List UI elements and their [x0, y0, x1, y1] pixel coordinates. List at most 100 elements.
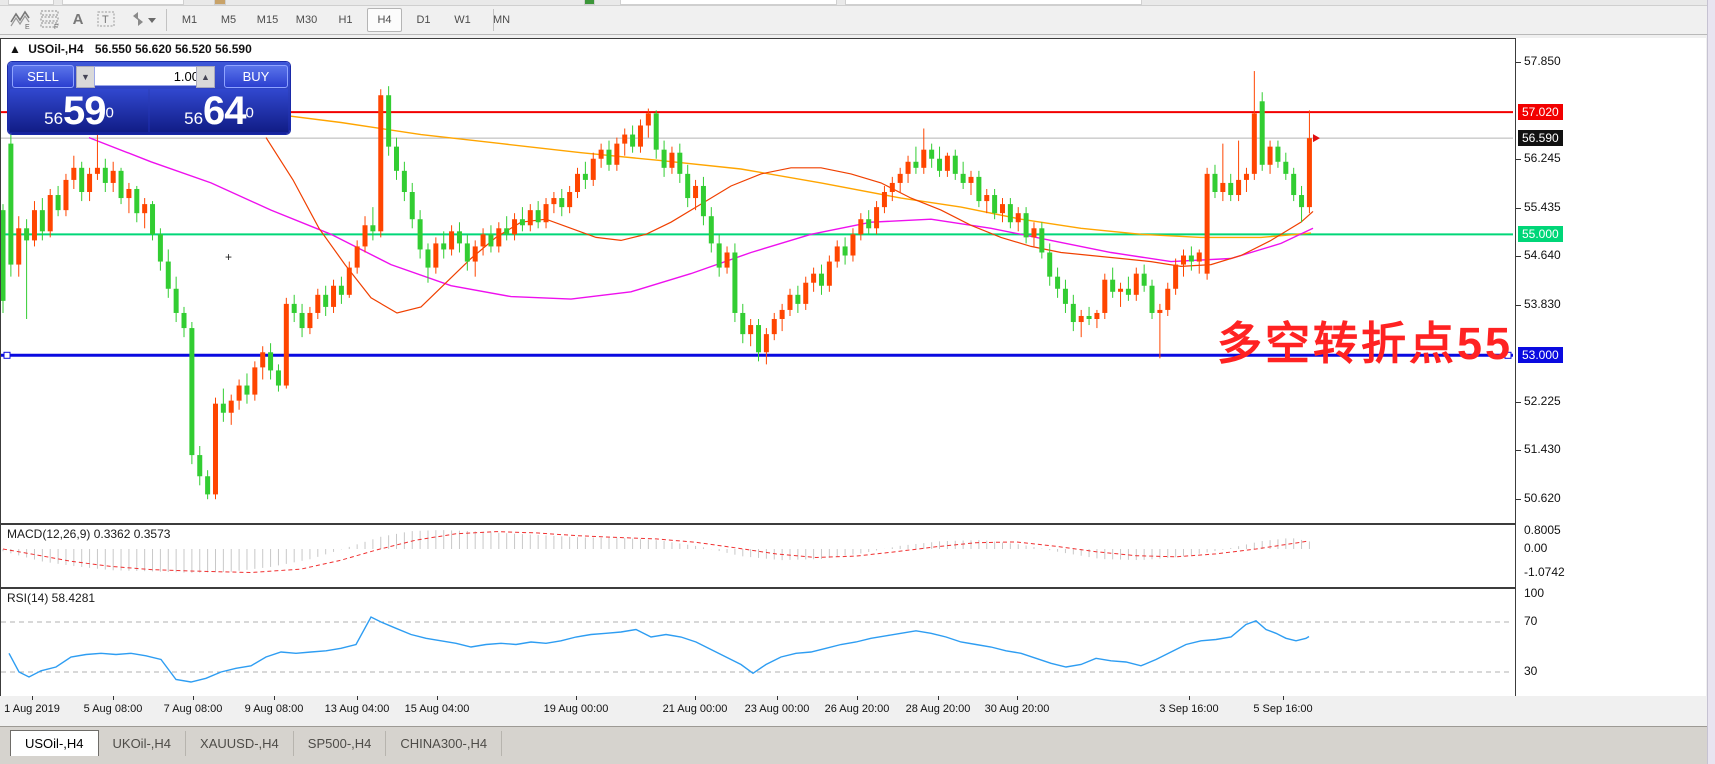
candle[interactable]	[1094, 312, 1100, 320]
timeframe-mn[interactable]: MN	[492, 14, 511, 26]
candle[interactable]	[102, 167, 108, 183]
candle[interactable]	[260, 352, 266, 368]
candle[interactable]	[110, 170, 116, 183]
candle[interactable]	[39, 210, 45, 232]
candle[interactable]	[268, 352, 274, 371]
candle[interactable]	[1299, 195, 1305, 208]
buy-price-box[interactable]: 56640	[150, 89, 288, 133]
candle[interactable]	[866, 219, 872, 229]
rsi-indicator-pane[interactable]: RSI(14) 58.4281	[0, 588, 1516, 698]
candle[interactable]	[645, 113, 651, 126]
candle[interactable]	[299, 312, 305, 329]
candle[interactable]	[142, 204, 148, 214]
candle[interactable]	[1243, 173, 1249, 180]
candle[interactable]	[1275, 146, 1281, 162]
candle[interactable]	[771, 319, 777, 335]
candle[interactable]	[94, 167, 100, 174]
tab-xauusdh4[interactable]: XAUUSD-,H4	[186, 731, 294, 756]
candle[interactable]	[1165, 288, 1171, 310]
candle[interactable]	[1062, 288, 1068, 304]
candle[interactable]	[779, 309, 785, 320]
candle[interactable]	[1196, 252, 1202, 262]
candle[interactable]	[55, 195, 61, 211]
candle[interactable]	[1055, 276, 1061, 289]
candle[interactable]	[456, 231, 462, 244]
timeframe-m5[interactable]: M5	[220, 14, 237, 26]
candle[interactable]	[1267, 146, 1273, 165]
candlestick-canvas[interactable]	[1, 39, 1513, 521]
candle[interactable]	[1259, 101, 1265, 165]
candle[interactable]	[79, 167, 85, 193]
candle[interactable]	[960, 173, 966, 183]
collapse-icon[interactable]: ▲	[9, 42, 21, 56]
candle[interactable]	[1070, 303, 1076, 323]
candle[interactable]	[378, 95, 384, 232]
candle[interactable]	[150, 204, 156, 235]
buy-button[interactable]: BUY	[224, 65, 288, 88]
candle[interactable]	[504, 228, 510, 235]
main-chart-pane[interactable]: ▲ USOil-,H4 56.550 56.620 56.520 56.590 …	[0, 38, 1516, 524]
candle[interactable]	[582, 173, 588, 180]
candle[interactable]	[228, 400, 234, 413]
candle[interactable]	[464, 243, 470, 262]
candle[interactable]	[354, 246, 360, 268]
candle[interactable]	[889, 182, 895, 193]
candle[interactable]	[519, 219, 525, 226]
candle[interactable]	[1125, 288, 1131, 295]
candle[interactable]	[992, 195, 998, 214]
volume-down-spinner[interactable]: ▼	[76, 66, 95, 88]
candle[interactable]	[496, 228, 502, 247]
candle[interactable]	[1039, 228, 1045, 253]
candle[interactable]	[8, 143, 14, 265]
candle[interactable]	[1220, 182, 1226, 193]
candle[interactable]	[118, 170, 124, 199]
candle[interactable]	[551, 198, 557, 205]
tab-ukoilh4[interactable]: UKOil-,H4	[99, 731, 187, 756]
candle[interactable]	[952, 155, 958, 174]
candle[interactable]	[16, 228, 22, 265]
candle[interactable]	[834, 246, 840, 262]
candle[interactable]	[181, 312, 187, 329]
candle[interactable]	[370, 225, 376, 232]
cursor-mode-icon[interactable]	[126, 8, 150, 32]
candle[interactable]	[291, 303, 297, 313]
rsi-canvas[interactable]	[1, 589, 1513, 695]
candle[interactable]	[441, 243, 447, 250]
candle[interactable]	[401, 170, 407, 193]
candle[interactable]	[338, 285, 344, 295]
candle[interactable]	[685, 173, 691, 199]
candle[interactable]	[968, 176, 974, 183]
candle[interactable]	[614, 143, 620, 165]
candle[interactable]	[87, 173, 93, 193]
candle[interactable]	[425, 249, 431, 268]
candle[interactable]	[937, 158, 943, 171]
candle[interactable]	[999, 204, 1005, 214]
candle[interactable]	[661, 149, 667, 168]
candle[interactable]	[488, 234, 494, 247]
volume-up-spinner[interactable]: ▲	[196, 66, 215, 88]
candle[interactable]	[1181, 255, 1186, 265]
candle[interactable]	[1306, 138, 1312, 208]
candle[interactable]	[700, 185, 706, 217]
candle[interactable]	[480, 234, 486, 247]
candle[interactable]	[31, 210, 37, 241]
candle[interactable]	[1173, 264, 1179, 289]
candle[interactable]	[63, 179, 69, 211]
sell-price-box[interactable]: 56590	[10, 89, 148, 133]
candle[interactable]	[905, 161, 911, 174]
candle[interactable]	[669, 152, 675, 168]
candle[interactable]	[559, 198, 565, 208]
candle[interactable]	[653, 113, 659, 150]
price-axis[interactable]: 57.850 56.245 55.435 54.640 53.830 52.225 51.4…	[1516, 38, 1706, 696]
candle[interactable]	[1118, 288, 1124, 292]
timeframe-m1[interactable]: M1	[181, 14, 198, 26]
candle[interactable]	[307, 312, 313, 329]
timeframe-d1[interactable]: D1	[416, 14, 431, 26]
sell-button[interactable]: SELL	[12, 65, 74, 88]
candle[interactable]	[850, 234, 856, 256]
candle[interactable]	[346, 267, 352, 295]
candle[interactable]	[897, 173, 903, 183]
candle[interactable]	[1047, 252, 1053, 277]
candle[interactable]	[394, 146, 399, 171]
candle[interactable]	[315, 294, 321, 313]
